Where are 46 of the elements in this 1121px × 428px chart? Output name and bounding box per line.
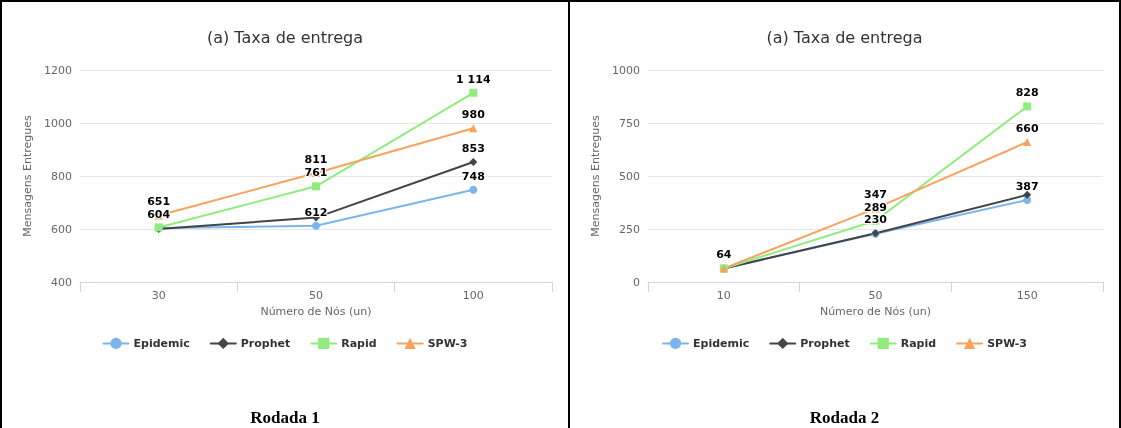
y-tick-label: 800 [51,169,72,183]
text: Rodada 1 [249,408,321,428]
chart-title: (a) Taxa de entrega [206,27,364,47]
x-tick-label: 50 [868,289,883,302]
y-axis-title: Mensagens Entregues [589,115,603,237]
y-tick-label: 500 [619,169,640,183]
data-label: 1 114 [456,72,491,86]
y-tick-label: 0 [633,275,640,289]
data-label: 853 [461,141,485,155]
data-label: 980 [461,108,486,122]
y-tick-label: 400 [51,275,72,289]
x-axis-title: Número de Nós (un) [260,304,372,318]
x-tick-label: 10 [716,289,731,302]
y-tick-label: 1200 [44,63,72,77]
data-label: 230 [864,213,888,227]
x-axis-title: Número de Nós (un) [819,304,932,318]
legend-label: SPW-3 [427,336,468,350]
legend-label: Prophet [240,336,291,350]
y-tick-label: 1000 [612,63,640,77]
x-tick-label: 50 [309,289,323,302]
legend-label: Prophet [800,336,850,350]
text: Rodada 2 [808,408,881,428]
data-label: 651 [147,195,171,209]
data-label: 828 [1015,86,1039,100]
data-label: 761 [304,166,328,180]
y-tick-label: 250 [619,222,640,236]
chart-title: (a) Taxa de entrega [766,27,923,47]
data-label: 811 [304,153,328,167]
y-tick-label: 600 [51,222,72,236]
legend-label: SPW-3 [987,336,1027,350]
data-label: 64 [716,248,732,262]
data-label: 347 [864,188,887,202]
x-tick-label: 150 [1016,289,1038,302]
data-label: 612 [304,205,328,219]
legend-label: Rapid [900,336,937,350]
legend-label: Epidemic [133,336,190,350]
legend-label: Epidemic [693,336,750,350]
data-label: 660 [1015,122,1039,136]
y-tick-label: 750 [619,116,640,130]
data-label: 748 [461,169,485,183]
y-tick-label: 1000 [44,116,72,130]
y-axis-title: Mensagens Entregues [21,115,35,237]
x-tick-label: 30 [151,289,166,302]
legend-label: Rapid [341,336,377,350]
data-label: 387 [1015,179,1039,193]
x-tick-label: 100 [462,289,484,302]
